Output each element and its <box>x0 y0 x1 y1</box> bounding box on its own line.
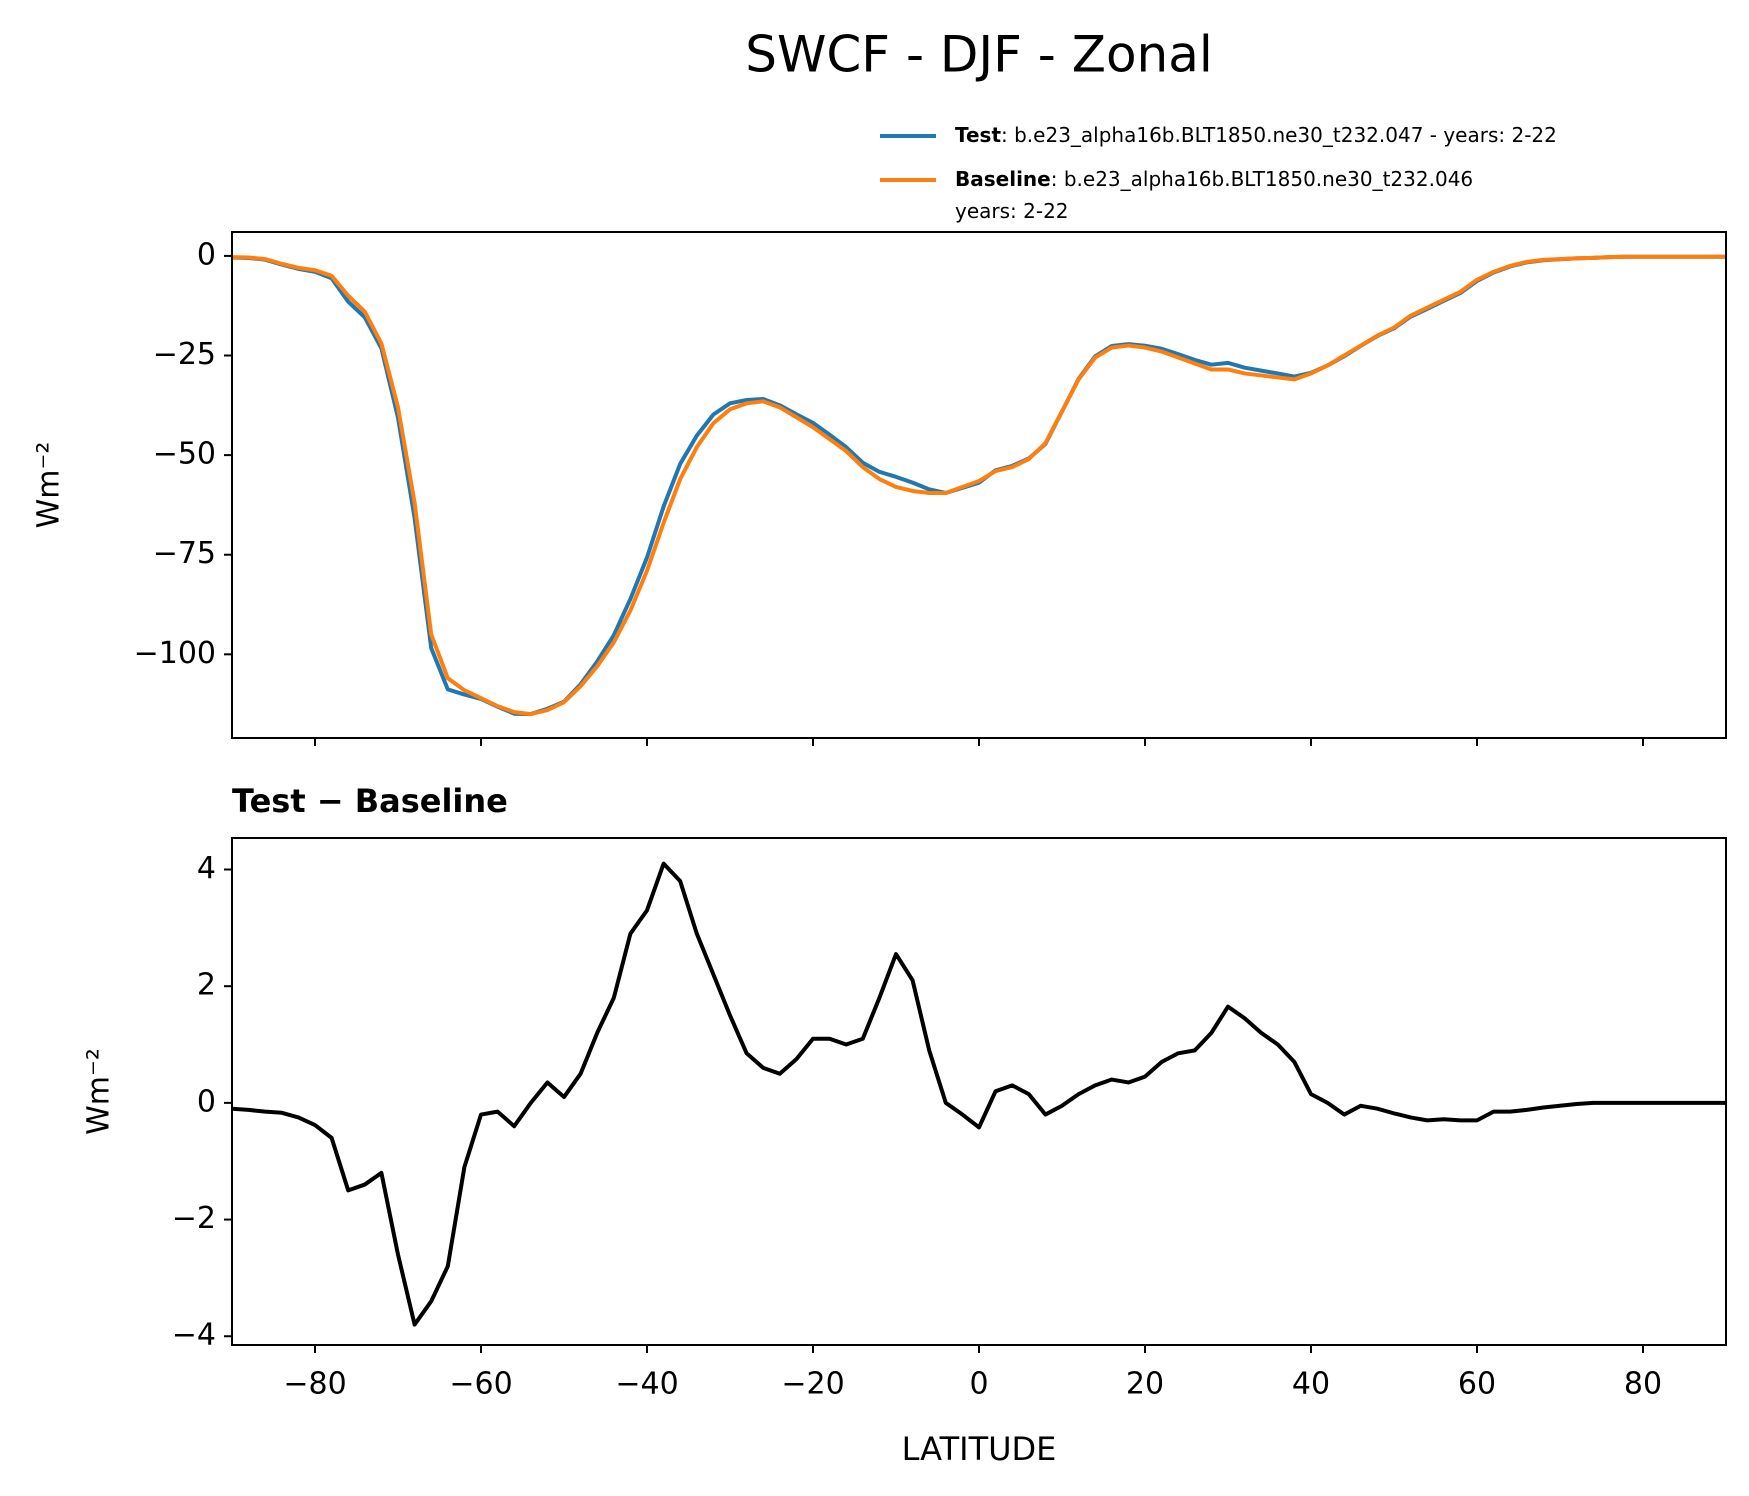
y-tick-label: −50 <box>153 437 216 472</box>
x-tick-label: 20 <box>1126 1367 1164 1402</box>
legend-label: Test: b.e23_alpha16b.BLT1850.ne30_t232.0… <box>955 123 1557 147</box>
x-tick-label: 0 <box>969 1367 988 1402</box>
y-axis-label: Wm⁻² <box>82 1048 117 1135</box>
y-tick-label: −100 <box>134 636 216 671</box>
y-tick-label: 0 <box>197 237 216 272</box>
y-tick-label: 0 <box>197 1084 216 1119</box>
legend-label: Baseline: b.e23_alpha16b.BLT1850.ne30_t2… <box>955 167 1473 191</box>
x-tick-label: 80 <box>1624 1367 1662 1402</box>
x-tick-label: −20 <box>781 1367 844 1402</box>
data-line <box>232 254 1726 717</box>
legend-name: Test <box>955 123 1001 147</box>
y-tick-label: −2 <box>172 1201 216 1236</box>
x-tick-label: 60 <box>1458 1367 1496 1402</box>
legend-name: Baseline <box>955 167 1051 191</box>
y-tick-label: −25 <box>153 337 216 372</box>
figure-title: SWCF - DJF - Zonal <box>745 26 1213 84</box>
legend-label: years: 2-22 <box>955 199 1069 223</box>
y-tick-label: 4 <box>197 851 216 886</box>
y-tick-label: −4 <box>172 1318 216 1353</box>
x-tick-label: −40 <box>615 1367 678 1402</box>
legend-detail: : b.e23_alpha16b.BLT1850.ne30_t232.046 <box>1051 167 1473 191</box>
y-tick-label: −75 <box>153 536 216 571</box>
y-axis-label: Wm⁻² <box>32 442 67 529</box>
data-line <box>232 861 1726 1327</box>
y-tick-label: 2 <box>197 968 216 1003</box>
plot-area <box>232 254 1726 717</box>
x-axis-label: LATITUDE <box>902 1430 1057 1468</box>
plot-area <box>232 861 1726 1327</box>
legend-detail: : b.e23_alpha16b.BLT1850.ne30_t232.047 -… <box>1001 123 1557 147</box>
x-tick-label: −80 <box>283 1367 346 1402</box>
legend-detail: years: 2-22 <box>955 199 1069 223</box>
x-tick-label: 40 <box>1292 1367 1330 1402</box>
subplot-title: Test − Baseline <box>232 782 508 820</box>
x-tick-label: −60 <box>449 1367 512 1402</box>
